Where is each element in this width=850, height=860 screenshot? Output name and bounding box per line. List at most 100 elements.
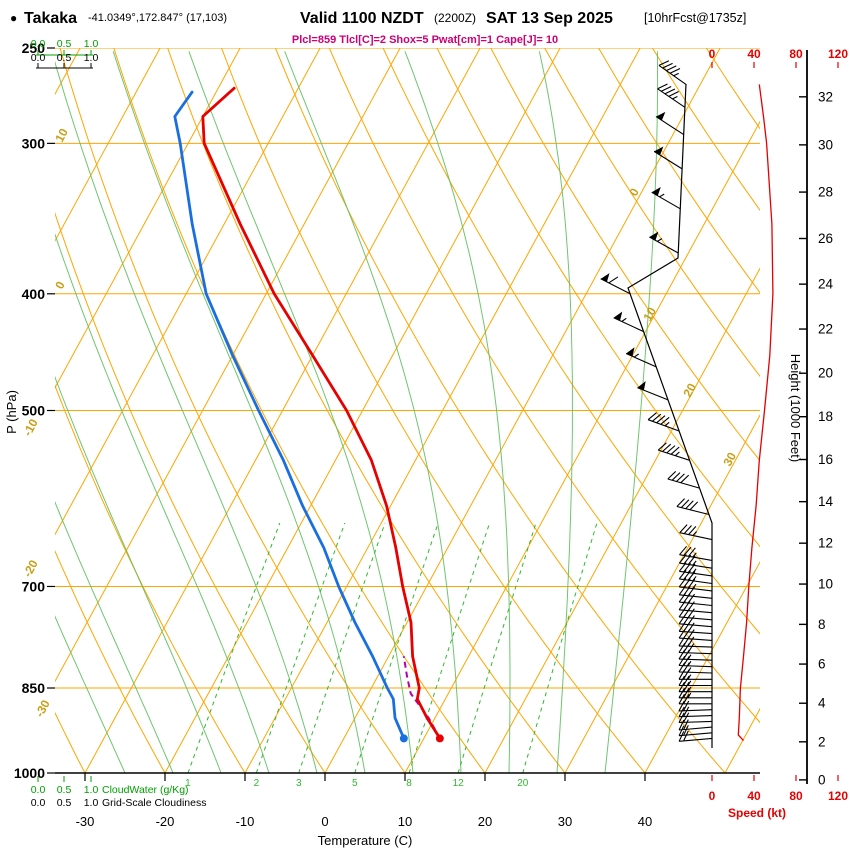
wind-barb	[678, 730, 713, 742]
wind-barb	[676, 498, 710, 516]
temp-tick-label: 0	[321, 814, 328, 829]
speed-profile-layer	[737, 84, 774, 742]
pressure-tick-label: 700	[22, 578, 46, 594]
height-tick-label: 14	[818, 494, 834, 509]
pressure-tick-label: 300	[22, 135, 46, 151]
moist-adiabat-line	[55, 501, 174, 773]
cloudiness-scale-label-bottom: 1.0	[84, 797, 99, 809]
height-tick-label: 30	[818, 137, 833, 152]
temp-axis-label: Temperature (C)	[318, 833, 413, 848]
wind-barb	[657, 83, 686, 108]
mixing-ratio-line	[457, 522, 537, 773]
mixing-ratio-label: 20	[517, 778, 529, 789]
cloudiness-scale-label-top: 1.0	[84, 52, 99, 64]
speed-axis-label: Speed (kt)	[728, 806, 786, 820]
mixing-ratio-line	[522, 522, 598, 773]
pressure-tick-label: 500	[22, 403, 46, 419]
wind-barb	[678, 621, 713, 635]
isotherm-line	[55, 48, 241, 389]
wind-barb	[613, 317, 644, 333]
isotherm-label: 10	[640, 305, 659, 324]
height-tick-label: 32	[818, 89, 833, 104]
pressure-tick-label: 1000	[14, 765, 45, 781]
wind-barb	[679, 524, 713, 541]
height-tick-label: 0	[818, 772, 826, 787]
wind-barb	[679, 545, 713, 561]
temp-tick-label: 10	[398, 814, 412, 829]
station-coords: -41.0349°,172.847° (17,103)	[88, 12, 227, 24]
height-tick-label: 10	[818, 577, 833, 592]
mixing-ratio-line	[298, 522, 386, 773]
height-tick-label: 16	[818, 452, 833, 467]
parcel-curve	[402, 656, 441, 739]
station-bullet: ●	[10, 11, 17, 25]
cloudiness-label: Grid-Scale Cloudiness	[102, 797, 206, 809]
mixing-ratio-label: 1	[185, 778, 191, 789]
mixing-ratio-label: 2	[254, 778, 260, 789]
cloudwater-scale-label-top: 1.0	[84, 38, 99, 50]
wind-barb	[637, 387, 669, 401]
wind-barb	[667, 471, 700, 489]
height-tick-label: 26	[818, 231, 833, 246]
wind-barb	[678, 628, 713, 641]
height-tick-label: 22	[818, 322, 833, 337]
cloudiness-scale-label-top: 0.0	[31, 52, 46, 64]
height-tick-label: 20	[818, 366, 833, 381]
wind-barb	[678, 636, 713, 648]
height-tick-label: 24	[818, 277, 834, 292]
wind-barb	[678, 662, 713, 674]
valid-date: SAT 13 Sep 2025	[486, 10, 613, 27]
surface-temp-dot	[435, 734, 444, 743]
temperature-curve	[201, 86, 442, 740]
cloudiness-scale-label-bottom: 0.5	[57, 797, 72, 809]
mixing-ratio-line	[255, 522, 346, 773]
moist-adiabat-line	[55, 60, 318, 773]
valid-z: (2200Z)	[434, 11, 476, 25]
moist-adiabat-line	[55, 233, 270, 773]
station-name: Takaka	[24, 10, 77, 27]
isotherm-line	[324, 48, 721, 773]
cloudwater-scale-label-top: 0.5	[57, 38, 72, 50]
wind-barb-layer	[600, 60, 713, 748]
moist-adiabat-line	[55, 615, 126, 773]
isotherm-line	[55, 48, 321, 536]
speed-tick-label-top: 0	[709, 47, 716, 61]
dry-adiabat-label: 10	[52, 126, 71, 145]
speed-tick-label-top: 80	[789, 47, 803, 61]
dry-adiabat-label: -20	[20, 557, 41, 579]
dry-adiabat-line	[55, 384, 246, 773]
cloudwater-scale-label-bottom: 0.5	[57, 784, 72, 796]
wind-barb	[653, 150, 683, 170]
wind-barb	[678, 554, 713, 569]
wind-barb	[655, 116, 684, 136]
wind-barb-pennant	[655, 111, 666, 121]
height-tick-label: 4	[818, 696, 826, 711]
wind-barb	[649, 236, 679, 254]
isotherm-line	[564, 414, 760, 773]
wind-barb	[678, 562, 713, 577]
temp-tick-label: 20	[478, 814, 492, 829]
wind-barb	[678, 687, 712, 699]
isotherm-line	[55, 48, 161, 242]
wind-barb	[647, 412, 680, 432]
speed-tick-label-bottom: 0	[709, 789, 716, 803]
wind-barb	[678, 592, 713, 607]
cloudwater-scale-label-bottom: 0.0	[31, 784, 46, 796]
dry-adiabat-line	[113, 48, 486, 773]
height-tick-label: 28	[818, 185, 833, 200]
wind-barb	[678, 669, 712, 680]
wind-barb	[678, 600, 713, 614]
temp-tick-label: 30	[558, 814, 572, 829]
isotherm-line	[644, 560, 760, 773]
height-tick-label: 2	[818, 734, 826, 749]
wind-barb	[678, 649, 713, 661]
moist-adiabat-line	[604, 51, 659, 773]
moist-adiabat-line	[538, 51, 573, 773]
isotherm-label: 0	[626, 186, 642, 199]
wind-barb	[651, 191, 681, 210]
isotherm-label: 20	[680, 381, 699, 400]
mixing-ratio-label: 8	[406, 778, 412, 789]
mixing-ratio-line	[408, 522, 491, 773]
isotherm-line	[84, 48, 481, 773]
pressure-tick-label: 850	[22, 680, 46, 696]
